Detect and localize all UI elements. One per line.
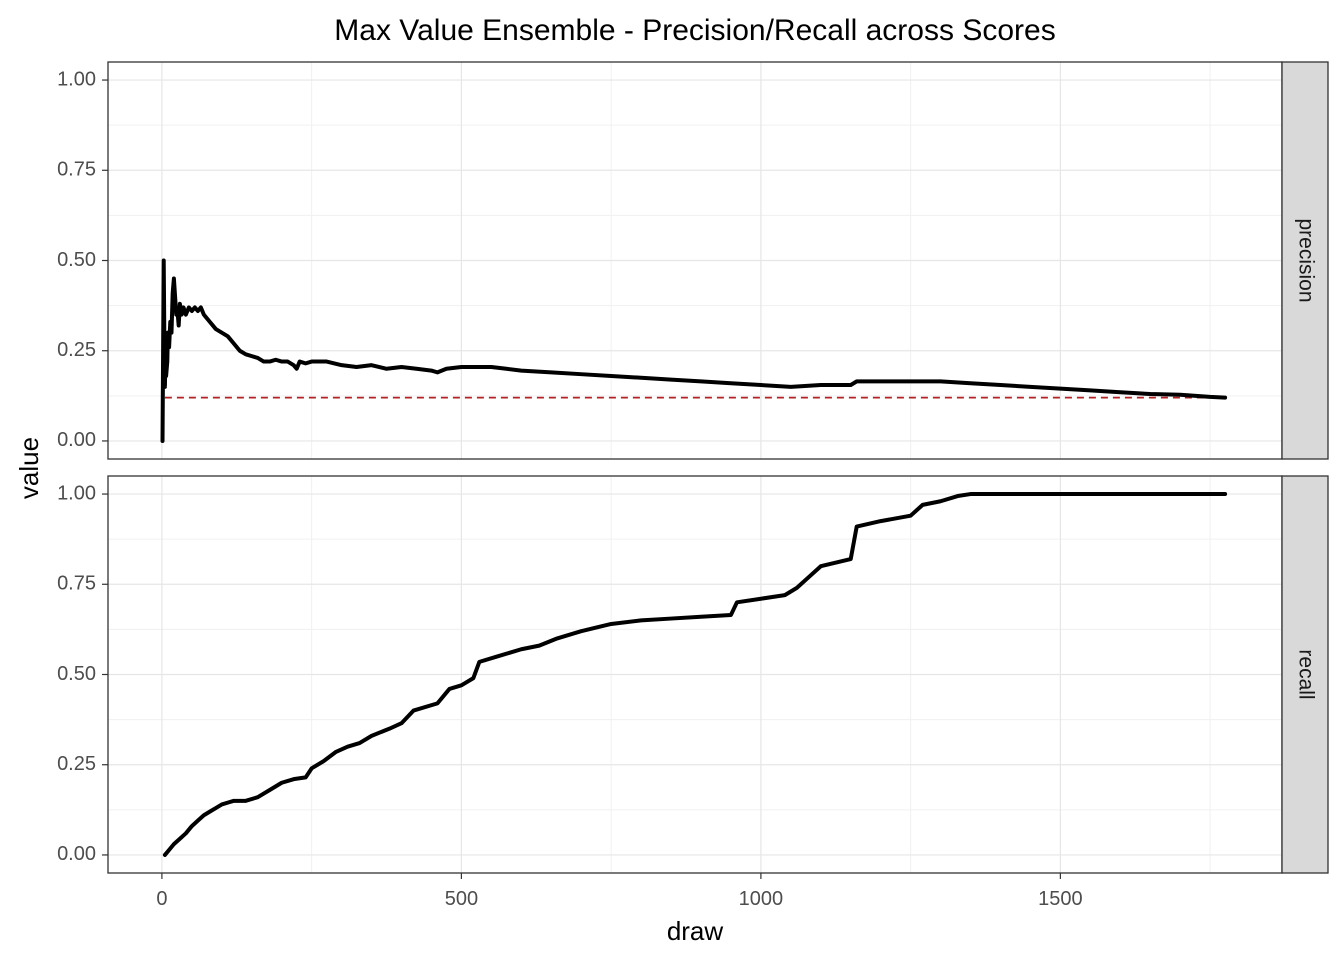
y-tick-label: 0.25 <box>57 339 96 361</box>
x-tick-label: 1000 <box>739 888 784 910</box>
panel-recall: recall 0.00 0.25 0.50 0.75 1.00 <box>57 475 1329 874</box>
y-tick-label: 0.50 <box>57 249 96 271</box>
x-tick-label: 1500 <box>1038 888 1083 910</box>
y-axis-title: value <box>14 437 44 499</box>
series-line-recall <box>162 492 1228 857</box>
x-tick-label: 0 <box>156 888 167 910</box>
y-tick-label: 0.50 <box>57 663 96 685</box>
y-tick-label: 0.75 <box>57 159 96 181</box>
facet-strip-label: precision <box>1294 218 1317 302</box>
series-line-precision <box>160 258 1228 443</box>
y-tick-label: 0.75 <box>57 573 96 595</box>
y-tick-label: 0.00 <box>57 429 96 451</box>
y-tick-label: 1.00 <box>57 482 96 504</box>
facet-strip-label: recall <box>1294 649 1317 699</box>
x-axis-title: draw <box>667 916 724 946</box>
y-tick-label: 0.25 <box>57 753 96 775</box>
x-tick-label: 500 <box>445 888 478 910</box>
facet-strip <box>1281 475 1329 874</box>
chart-title: Max Value Ensemble - Precision/Recall ac… <box>334 14 1055 47</box>
y-tick-label: 1.00 <box>57 68 96 90</box>
y-tick-label: 0.00 <box>57 843 96 865</box>
panel-precision: precision 0.00 0.25 0.50 0.75 1.00 <box>57 61 1329 460</box>
facet-strip <box>1281 61 1329 460</box>
